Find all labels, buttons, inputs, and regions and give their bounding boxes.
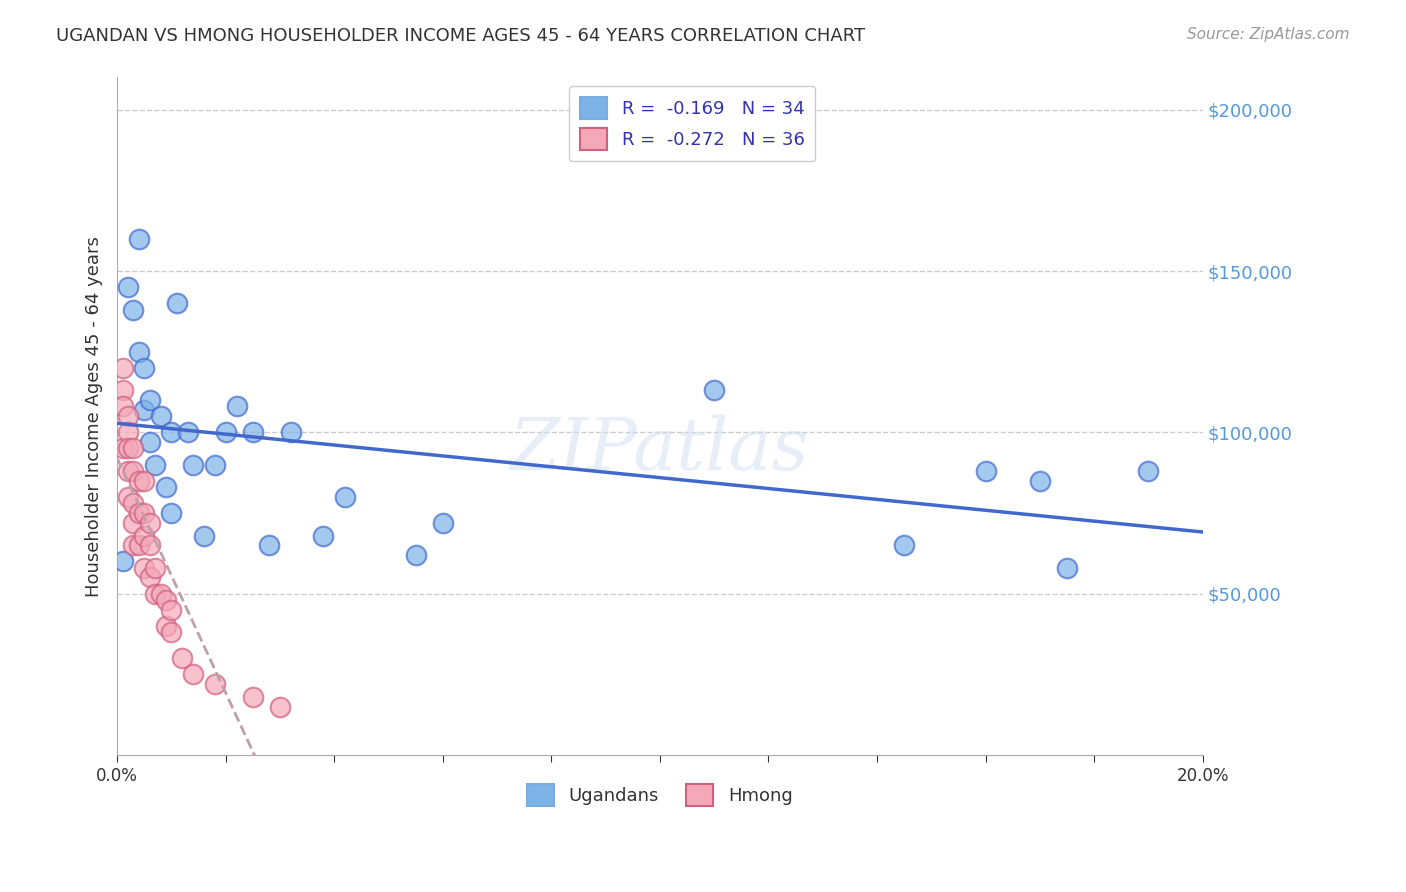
Point <box>143 561 166 575</box>
Legend: Ugandans, Hmong: Ugandans, Hmong <box>520 777 800 814</box>
Point <box>139 538 162 552</box>
Point <box>333 490 356 504</box>
Point <box>155 593 177 607</box>
Point <box>128 474 150 488</box>
Point <box>117 425 139 440</box>
Point <box>893 538 915 552</box>
Point <box>1029 474 1052 488</box>
Point <box>128 538 150 552</box>
Point <box>111 554 134 568</box>
Point <box>128 232 150 246</box>
Point <box>117 442 139 456</box>
Point <box>172 651 194 665</box>
Point <box>134 402 156 417</box>
Point <box>111 400 134 414</box>
Point <box>280 425 302 440</box>
Point <box>111 360 134 375</box>
Point <box>242 425 264 440</box>
Point <box>1137 464 1160 478</box>
Point <box>122 302 145 317</box>
Text: Source: ZipAtlas.com: Source: ZipAtlas.com <box>1187 27 1350 42</box>
Point <box>117 409 139 424</box>
Point <box>181 458 204 472</box>
Point <box>242 690 264 704</box>
Point <box>122 516 145 530</box>
Point <box>117 490 139 504</box>
Point <box>139 516 162 530</box>
Point <box>155 480 177 494</box>
Point <box>111 442 134 456</box>
Point <box>312 528 335 542</box>
Point <box>122 442 145 456</box>
Point <box>128 344 150 359</box>
Point <box>166 296 188 310</box>
Point <box>215 425 238 440</box>
Point <box>139 570 162 584</box>
Point <box>405 548 427 562</box>
Point <box>1056 561 1078 575</box>
Point <box>160 603 183 617</box>
Point <box>204 677 226 691</box>
Point <box>974 464 997 478</box>
Point <box>139 392 162 407</box>
Text: ZIPatlas: ZIPatlas <box>510 415 810 485</box>
Point <box>160 625 183 640</box>
Point <box>122 496 145 510</box>
Point <box>225 400 247 414</box>
Y-axis label: Householder Income Ages 45 - 64 years: Householder Income Ages 45 - 64 years <box>86 235 103 597</box>
Point <box>204 458 226 472</box>
Point <box>122 464 145 478</box>
Point <box>703 384 725 398</box>
Point <box>143 586 166 600</box>
Point <box>155 619 177 633</box>
Point <box>432 516 454 530</box>
Point <box>134 474 156 488</box>
Point <box>139 434 162 449</box>
Point <box>122 538 145 552</box>
Point <box>149 586 172 600</box>
Point <box>134 561 156 575</box>
Point <box>269 699 291 714</box>
Point <box>134 360 156 375</box>
Point <box>134 506 156 520</box>
Point <box>143 458 166 472</box>
Point <box>134 528 156 542</box>
Point <box>117 280 139 294</box>
Point <box>111 384 134 398</box>
Point <box>181 667 204 681</box>
Point <box>149 409 172 424</box>
Point <box>160 425 183 440</box>
Point <box>117 464 139 478</box>
Point <box>193 528 215 542</box>
Point <box>177 425 200 440</box>
Point <box>257 538 280 552</box>
Point <box>128 506 150 520</box>
Text: UGANDAN VS HMONG HOUSEHOLDER INCOME AGES 45 - 64 YEARS CORRELATION CHART: UGANDAN VS HMONG HOUSEHOLDER INCOME AGES… <box>56 27 865 45</box>
Point <box>160 506 183 520</box>
